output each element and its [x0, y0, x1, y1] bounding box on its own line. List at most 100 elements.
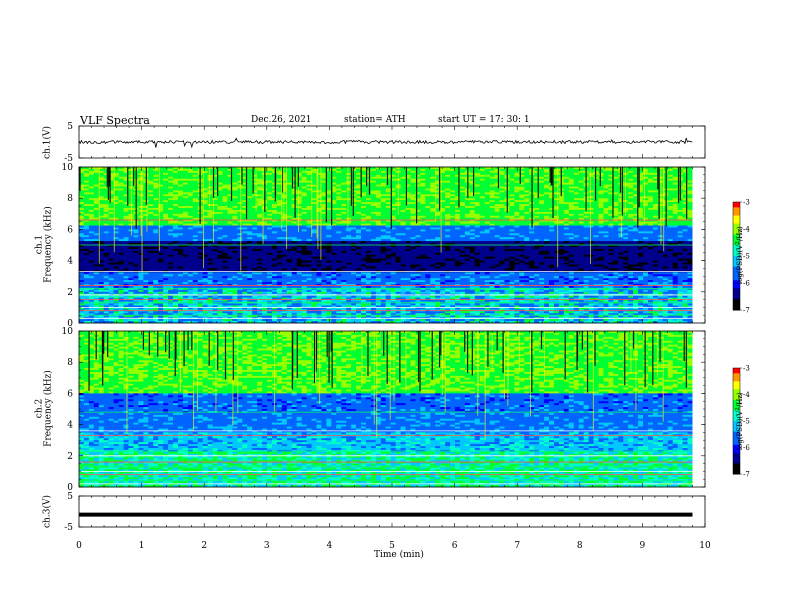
spectrogram-cell: [286, 167, 293, 170]
spectrogram-cell: [375, 204, 382, 207]
spectrogram-cell: [187, 180, 194, 183]
spectrogram-cell: [647, 167, 654, 170]
spectrogram-cell: [79, 207, 85, 211]
spectrogram-cell: [267, 207, 273, 211]
spectrogram-cell: [455, 192, 461, 195]
spectrogram-cell: [301, 170, 307, 174]
spectrogram-cell: [647, 172, 654, 176]
spectrogram-cell: [365, 168, 372, 172]
spectrogram-cell: [365, 188, 372, 191]
spectrogram-cell: [168, 188, 174, 191]
spectrogram-cell: [79, 180, 85, 183]
spectrogram-cell: [638, 202, 644, 205]
spectrogram-cell: [331, 206, 337, 209]
spectrogram-cell: [440, 174, 446, 178]
spectrogram-cell: [257, 172, 263, 176]
spectrogram-cell: [252, 172, 258, 176]
spectrogram-cell: [539, 196, 545, 199]
spectrogram-cell: [459, 188, 466, 191]
spectrogram-cell: [247, 192, 253, 195]
spectrogram-cell: [153, 198, 159, 201]
spectrogram-cell: [98, 186, 105, 189]
spectrogram-cell: [553, 182, 560, 185]
spectrogram-cell: [276, 168, 283, 172]
spectrogram-cell: [163, 192, 169, 195]
spectrogram-cell: [306, 207, 312, 211]
spectrogram-cell: [247, 202, 253, 205]
spectrogram-cell: [593, 206, 599, 209]
spectrogram-cell: [177, 180, 184, 183]
spectrogram-cell: [420, 184, 426, 187]
spectrogram-cell: [647, 194, 654, 197]
spectrogram-cell: [123, 207, 129, 211]
spectrogram-cell: [549, 206, 555, 209]
spectrogram-cell: [271, 176, 278, 180]
spectrogram-cell: [588, 184, 594, 187]
spectrogram-cell: [425, 207, 431, 211]
spectrogram-cell: [158, 190, 164, 193]
spectrogram-cell: [489, 180, 495, 183]
spectrogram-cell: [182, 196, 189, 199]
spectrogram-cell: [222, 188, 228, 191]
spectrogram-cell: [237, 204, 243, 207]
spectrogram-cell: [222, 200, 228, 203]
spectrogram-cell: [252, 178, 258, 182]
spectrogram-cell: [98, 178, 105, 182]
spectrogram-cell: [539, 184, 545, 187]
spectrogram-cell: [336, 200, 342, 203]
spectrogram-cell: [212, 200, 218, 203]
spectrogram-cell: [296, 188, 303, 191]
spectrogram-cell: [93, 167, 100, 170]
spectrogram-cell: [440, 168, 446, 172]
spectrogram-cell: [301, 184, 307, 187]
spectrogram-cell: [182, 170, 189, 174]
spectrogram-cell: [425, 192, 431, 195]
spectrogram-cell: [177, 206, 184, 209]
spectrogram-cell: [103, 207, 110, 211]
spectrogram-cell: [346, 190, 352, 193]
spectrogram-cell: [479, 190, 486, 193]
spectrogram-cell: [638, 196, 644, 199]
spectrogram-cell: [148, 186, 154, 189]
spectrogram-cell: [108, 186, 115, 189]
spectrogram-cell: [207, 182, 213, 185]
spectrogram-cell: [252, 192, 258, 195]
spectrogram-cell: [524, 192, 530, 195]
spectrogram-cell: [479, 186, 486, 189]
spectrogram-cell: [440, 167, 446, 170]
spectrogram-cell: [212, 192, 218, 195]
spectrogram-cell: [593, 186, 599, 189]
spectrogram-cell: [494, 194, 500, 197]
spectrogram-cell: [563, 178, 570, 182]
spectrogram-cell: [98, 168, 105, 172]
spectrogram-cell: [563, 176, 570, 180]
spectrogram-cell: [415, 167, 421, 170]
spectrogram-cell: [568, 182, 575, 185]
spectrogram-cell: [405, 204, 411, 207]
spectrogram-cell: [425, 174, 431, 178]
spectrogram-cell: [390, 178, 397, 182]
spectrogram-cell: [633, 170, 639, 174]
spectrogram-cell: [365, 196, 372, 199]
spectrogram-cell: [425, 200, 431, 203]
spectrogram-cell: [148, 174, 154, 178]
spectrogram-cell: [187, 174, 194, 178]
spectrogram-cell: [177, 190, 184, 193]
waveform-line: [78, 137, 693, 149]
spectrogram-cell: [296, 170, 303, 174]
spectrogram-cell: [212, 204, 218, 207]
spectrogram-cell: [346, 188, 352, 191]
spectrogram-cell: [148, 198, 154, 201]
spectrogram-cell: [276, 188, 283, 191]
spectrogram-cell: [524, 200, 530, 203]
spectrogram-cell: [544, 200, 550, 203]
spectrogram-cell: [385, 178, 392, 182]
spectrogram-cell: [380, 194, 387, 197]
spectrogram-cell: [469, 180, 476, 183]
spectrogram-cell: [311, 167, 317, 170]
spectrogram-cell: [187, 194, 194, 197]
spectrogram-cell: [514, 207, 520, 211]
spectrogram-cell: [202, 184, 209, 187]
spectrogram-cell: [113, 176, 119, 180]
spectrogram-cell: [227, 190, 233, 193]
